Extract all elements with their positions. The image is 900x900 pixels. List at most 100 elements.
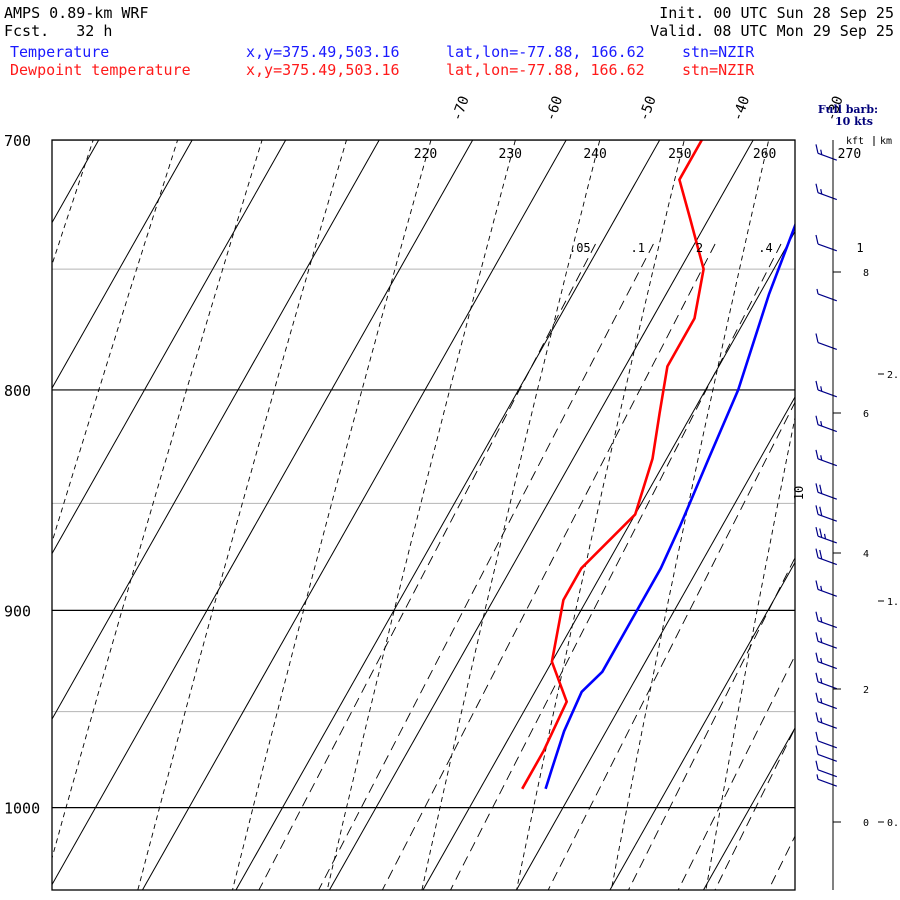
- mixing-ratio-label: .4: [758, 241, 772, 255]
- mixing-ratio-line: [767, 835, 795, 890]
- dry-adiabat-line: [137, 140, 347, 890]
- wind-barb-flag: [815, 183, 819, 193]
- wind-barb-flag: [815, 333, 819, 343]
- wind-barb-staff: [817, 152, 837, 161]
- mixing-ratio-label: 1: [856, 241, 863, 255]
- wind-barb-flag: [815, 632, 819, 642]
- wind-barb-staff: [817, 491, 837, 500]
- plot-frame: [51, 139, 796, 891]
- wind-barb-staff: [817, 661, 837, 670]
- wind-barb-half-flag: [820, 637, 823, 643]
- wind-barb-flag: [815, 760, 819, 770]
- wind-barb-flag: [815, 692, 819, 702]
- wind-barb-half-flag: [816, 288, 819, 295]
- isotherm-line: [52, 140, 193, 390]
- legend-dewpoint: Dewpoint temperature: [10, 61, 191, 79]
- isotherm-line: [52, 140, 474, 886]
- wind-barb-flag: [815, 731, 819, 742]
- wind-barb-half-flag: [820, 617, 823, 623]
- isotherm-line: [329, 140, 754, 890]
- isotherm-line: [703, 726, 795, 890]
- wind-barb-flag: [815, 415, 819, 425]
- isotherm-line: [52, 140, 100, 224]
- kft-tick-label: 0: [863, 818, 869, 829]
- barb-note-line1: Full barb:: [818, 103, 878, 116]
- wind-barb-half-flag: [820, 657, 823, 664]
- dry-adiabat-label: 240: [583, 147, 606, 162]
- isotherm-line: [516, 395, 795, 890]
- legend-dewpoint-station: stn=NZIR: [682, 61, 755, 79]
- wind-barb-flag: [815, 449, 819, 459]
- pressure-tick-label: 700: [4, 132, 31, 150]
- mixing-ratio-line: [381, 243, 716, 890]
- isotherm-line: [609, 561, 795, 890]
- wind-barb-half-flag: [820, 386, 823, 392]
- wind-barb-half-flag: [823, 533, 827, 540]
- temperature-tick-label: -70: [449, 94, 473, 123]
- dry-adiabat-line: [52, 140, 179, 544]
- wind-barb-flag: [819, 528, 823, 538]
- isotherm-line: [52, 140, 380, 721]
- wind-barb-flag: [815, 483, 819, 493]
- kft-tick-label: 4: [863, 549, 869, 560]
- barb-note-line2: 10 kts: [835, 115, 873, 128]
- wind-barb-staff: [817, 389, 837, 398]
- wind-barb-flag: [815, 548, 819, 558]
- kft-label: kft: [846, 136, 864, 147]
- temperature-tick-label: -50: [636, 94, 660, 123]
- wind-barb-half-flag: [820, 420, 823, 427]
- wind-barb-flag: [815, 652, 819, 662]
- isotherm-line: [52, 140, 287, 555]
- wind-barb-half-flag: [820, 188, 823, 195]
- wind-barb-flag: [815, 611, 819, 621]
- wind-barb-flag: [815, 672, 819, 682]
- wind-barb-staff: [817, 293, 837, 302]
- mixing-ratio-line: [677, 654, 795, 890]
- legend-temperature: Temperature: [10, 43, 110, 61]
- dry-adiabat-line: [891, 1, 900, 900]
- dry-adiabat-line: [421, 140, 601, 890]
- chart-series: [521, 140, 795, 790]
- dry-adiabat-label: 230: [499, 147, 522, 162]
- kft-tick-label: 2: [863, 685, 869, 696]
- wind-barb-staff: [817, 681, 837, 690]
- mixing-ratio-line: [627, 556, 795, 890]
- wind-barb-flag: [815, 505, 819, 515]
- pressure-tick-label: 900: [4, 602, 31, 620]
- forecast-hour: Fcst. 32 h: [4, 22, 113, 40]
- mixing-ratio-label: .1: [631, 241, 645, 255]
- isotherm-line: [142, 140, 567, 890]
- temperature-profile-line: [544, 222, 795, 790]
- wind-barb-flag: [819, 549, 823, 560]
- dry-adiabat-label: 220: [414, 147, 437, 162]
- wind-barb-staff: [817, 243, 837, 252]
- wind-barb-flag: [819, 484, 823, 494]
- mixing-ratio-line: [318, 243, 654, 890]
- isotherm-line: [235, 140, 661, 890]
- mixing-ratio-line: [450, 243, 782, 890]
- wind-barb-staff: [817, 701, 837, 710]
- isotherm-line: [797, 140, 900, 890]
- chart-labels: -70-60-50-40-30-20-100700800900100022023…: [4, 94, 864, 818]
- wind-barb-flag: [819, 506, 823, 516]
- wind-barb-staff: [817, 192, 837, 201]
- dry-adiabat-line: [326, 140, 516, 890]
- chart-frame: [51, 139, 796, 891]
- wind-barb-staff: [817, 620, 837, 629]
- legend-dewpoint-xy: x,y=375.49,503.16: [246, 61, 400, 79]
- wind-barb-flag: [815, 712, 819, 722]
- wind-barb-staff: [817, 769, 837, 778]
- wind-barb-flag: [815, 745, 819, 755]
- secondary-label: 10: [792, 486, 806, 500]
- km-tick-label: 1.: [887, 597, 899, 608]
- wind-barb-staff: [817, 535, 837, 544]
- valid-time: Valid. 08 UTC Mon 29 Sep 25: [650, 22, 894, 40]
- mixing-ratio-line: [547, 401, 795, 890]
- wind-barb-flag: [815, 234, 819, 245]
- isotherm-line: [0, 140, 5, 890]
- dry-adiabat-label: 260: [753, 147, 776, 162]
- wind-barb-staff: [817, 740, 837, 749]
- temperature-tick-label: -40: [730, 94, 754, 123]
